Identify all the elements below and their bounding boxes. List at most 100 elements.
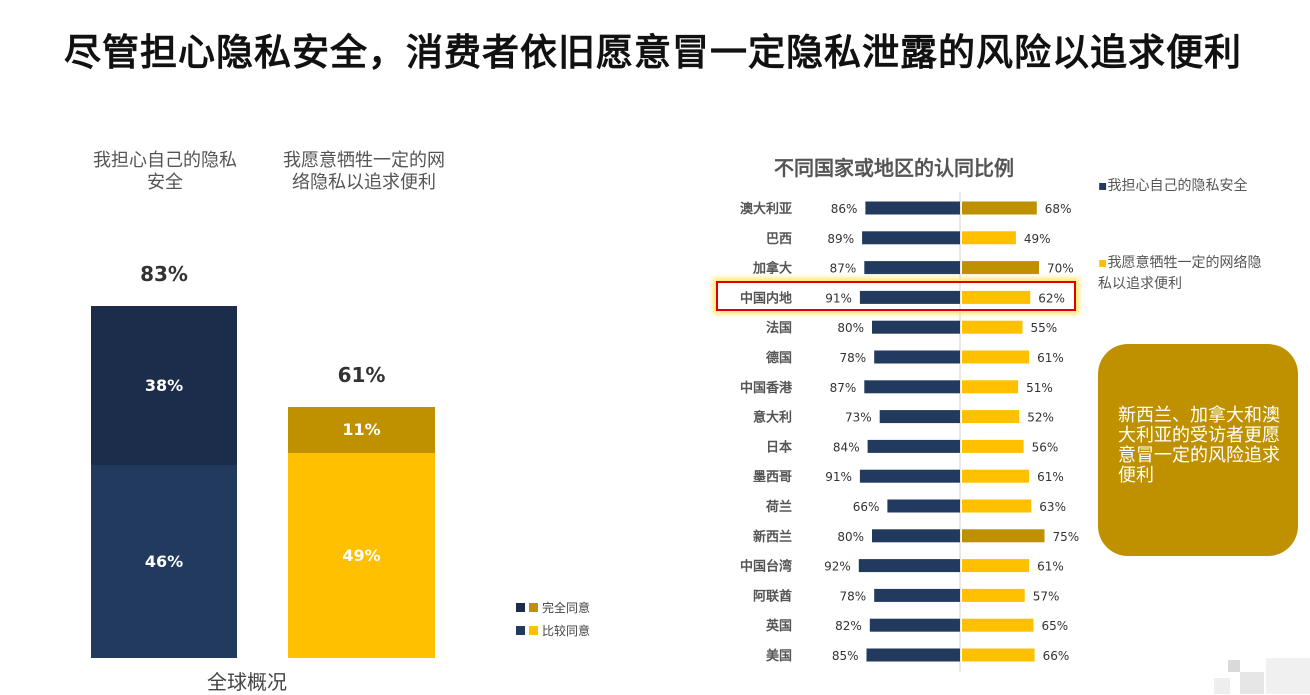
bar-convenience — [962, 231, 1016, 245]
bar-concern — [864, 380, 960, 394]
data-label-convenience: 70% — [1047, 262, 1074, 276]
legend-swatch-navy — [516, 626, 525, 635]
bar-concern — [858, 559, 960, 573]
bar-convenience-strong: 11% — [288, 406, 435, 453]
category-label: 美国 — [766, 648, 792, 664]
bar-concern — [869, 618, 960, 632]
data-label-convenience: 61% — [1037, 560, 1064, 574]
category-label-convenience-line2: 络隐私以追求便利 — [292, 172, 436, 193]
bar-concern — [872, 529, 960, 543]
data-label-concern: 92% — [824, 560, 851, 574]
legend-marker-convenience: ▪ — [1098, 255, 1108, 271]
data-label-convenience: 57% — [1033, 589, 1060, 603]
data-label-concern: 80% — [837, 321, 864, 335]
highlight-box-china-mainland — [716, 281, 1076, 311]
data-label-convenience: 61% — [1037, 470, 1064, 484]
bar-convenience — [962, 290, 1031, 304]
bar-concern-mild: 46% — [91, 465, 237, 658]
data-label-concern: 91% — [825, 470, 852, 484]
bar-convenience — [962, 261, 1039, 275]
category-label: 澳大利亚 — [740, 201, 792, 217]
category-label: 英国 — [765, 618, 792, 634]
data-label-concern: 82% — [835, 619, 862, 633]
bar-convenience — [962, 499, 1032, 513]
data-label-concern: 66% — [853, 500, 880, 514]
bar-convenience — [962, 350, 1030, 364]
data-label-convenience: 61% — [1037, 351, 1064, 365]
bar-convenience — [962, 380, 1019, 394]
page-title: 尽管担心隐私安全，消费者依旧愿意冒一定隐私泄露的风险以追求便利 — [64, 31, 1242, 74]
bar-concern — [859, 469, 960, 483]
bar-concern — [862, 231, 960, 245]
data-label-concern: 78% — [840, 589, 867, 603]
bar-concern — [864, 261, 960, 275]
bar-concern — [867, 439, 960, 453]
bar-concern — [879, 410, 960, 424]
data-label-concern: 87% — [830, 262, 857, 276]
legend-swatch-navy — [516, 603, 525, 612]
data-label-convenience: 63% — [1039, 500, 1066, 514]
category-label-concern: 我担心自己的隐私 安全 — [70, 150, 260, 194]
category-label: 巴西 — [766, 232, 792, 247]
left-legend: 完全同意 比较同意 — [516, 596, 590, 642]
category-label: 加拿大 — [752, 261, 792, 277]
data-label-concern: 80% — [837, 530, 864, 544]
category-label: 墨西哥 — [753, 469, 792, 485]
category-label: 日本 — [766, 439, 792, 455]
data-label-concern: 73% — [845, 411, 872, 425]
category-label-convenience: 我愿意牺牲一定的网 络隐私以追求便利 — [268, 150, 460, 194]
bar-convenience — [962, 559, 1030, 573]
data-label-convenience: 66% — [1043, 649, 1070, 663]
data-label-convenience: 56% — [1032, 440, 1059, 454]
category-label: 阿联酋 — [753, 588, 792, 604]
data-label-concern: 91% — [825, 291, 852, 305]
data-label-convenience: 75% — [1053, 530, 1080, 544]
right-chart-title: 不同国家或地区的认同比例 — [774, 156, 1014, 180]
category-label-concern-line2: 安全 — [147, 172, 183, 193]
data-label-convenience: 52% — [1027, 411, 1054, 425]
bar-convenience — [962, 439, 1024, 453]
data-label-convenience: 55% — [1031, 321, 1058, 335]
callout-box: 新西兰、加拿大和澳大利亚的受访者更愿意冒一定的风险追求便利 — [1098, 344, 1298, 556]
data-label-concern: 84% — [833, 440, 860, 454]
right-legend-convenience: ▪我愿意牺牲一定的网络隐 私以追求便利 — [1098, 253, 1262, 295]
bar-concern — [874, 588, 960, 602]
legend-text-convenience-line2: 私以追求便利 — [1098, 276, 1182, 292]
category-label: 法国 — [766, 320, 792, 336]
data-label-concern: 86% — [831, 202, 858, 216]
bar-concern — [872, 320, 960, 334]
data-label-convenience: 68% — [1045, 202, 1072, 216]
legend-swatch-yellow — [529, 626, 538, 635]
data-label-concern: 89% — [827, 232, 854, 246]
legend-label-strong: 完全同意 — [542, 601, 591, 615]
bar-concern — [859, 290, 960, 304]
right-legend-concern: ▪我担心自己的隐私安全 — [1098, 176, 1248, 197]
legend-item-mild: 比较同意 — [516, 619, 590, 642]
legend-label-mild: 比较同意 — [542, 624, 591, 638]
bar-concern — [887, 499, 960, 513]
x-axis-caption: 全球概况 — [207, 670, 287, 694]
data-label-convenience: 49% — [1024, 232, 1051, 246]
category-label: 德国 — [766, 350, 792, 366]
category-label: 新西兰 — [753, 529, 792, 545]
data-label-convenience: 51% — [1026, 381, 1053, 395]
bar-convenience — [962, 469, 1030, 483]
category-label: 荷兰 — [765, 499, 792, 515]
data-label-concern: 78% — [840, 351, 867, 365]
bar-concern — [866, 648, 960, 662]
corner-decoration — [1228, 660, 1240, 672]
legend-marker-concern: ▪ — [1098, 178, 1108, 194]
data-label-convenience: 62% — [1038, 291, 1065, 305]
bar-convenience — [962, 648, 1035, 662]
legend-text-concern: 我担心自己的隐私安全 — [1107, 178, 1248, 194]
data-label-concern: 87% — [830, 381, 857, 395]
bar-convenience — [962, 588, 1025, 602]
bar-concern — [865, 201, 960, 215]
bar-concern — [874, 350, 960, 364]
category-label: 中国台湾 — [740, 559, 792, 575]
category-label: 中国内地 — [740, 290, 792, 306]
bar-concern-strong: 38% — [91, 306, 237, 466]
legend-item-strong: 完全同意 — [516, 596, 590, 619]
corner-decoration — [1214, 678, 1230, 694]
